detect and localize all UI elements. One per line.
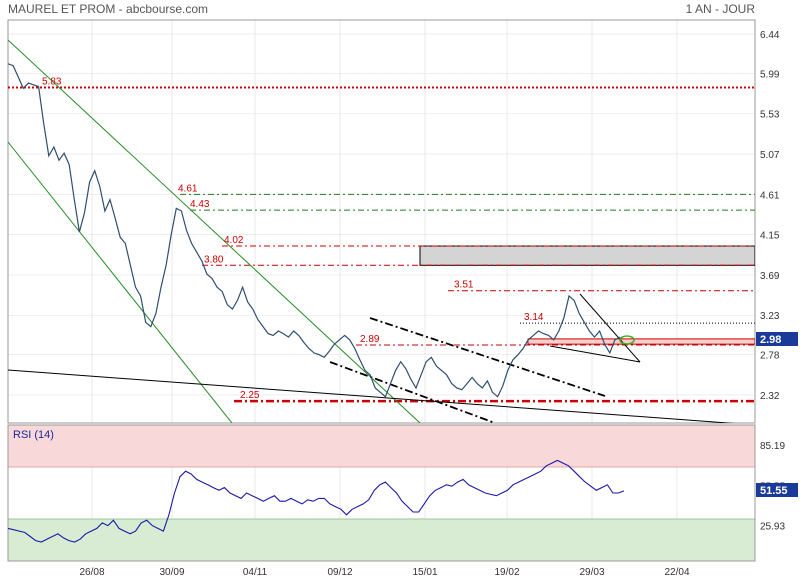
level-label: 3.14 bbox=[524, 312, 544, 323]
rsi-last-badge bbox=[756, 483, 798, 497]
rsi-overbought-zone bbox=[7, 424, 756, 468]
price-y-tick-label: 5.53 bbox=[760, 110, 780, 121]
level-label: 4.61 bbox=[178, 183, 198, 194]
x-tick-label: 15/01 bbox=[412, 567, 437, 578]
price-y-tick-label: 6.44 bbox=[760, 30, 780, 41]
x-tick-label: 09/12 bbox=[327, 567, 352, 578]
price-y-tick-label: 3.69 bbox=[760, 271, 780, 282]
x-tick-label: 04/11 bbox=[243, 567, 268, 578]
trend-line bbox=[8, 141, 233, 423]
level-label: 5.83 bbox=[42, 76, 62, 87]
grid bbox=[8, 20, 755, 561]
level-label: 2.89 bbox=[360, 334, 380, 345]
trend-line bbox=[579, 293, 641, 363]
trend-line bbox=[549, 345, 641, 363]
rsi-oversold-zone bbox=[7, 518, 756, 562]
trend-line bbox=[8, 369, 735, 423]
rsi-title: RSI (14) bbox=[13, 429, 54, 441]
price-y-tick-label: 5.07 bbox=[760, 150, 780, 161]
level-label: 4.43 bbox=[190, 199, 210, 210]
x-ticks: 26/08 30/09 04/11 09/12 15/01 19/02 29/03 22/04 bbox=[79, 567, 689, 578]
highlight-ellipse bbox=[619, 335, 635, 345]
rsi-panel bbox=[7, 424, 756, 562]
trend-line bbox=[329, 361, 496, 423]
level-label: 2.25 bbox=[240, 390, 260, 401]
rsi-series-line bbox=[8, 459, 625, 543]
last-price-badge bbox=[756, 332, 798, 346]
chart-title: MAUREL ET PROM - abcbourse.com bbox=[8, 2, 208, 16]
price-y-ticks: 6.44 5.99 5.53 5.07 4.61 4.15 3.69 3.23 2.78 2.32 bbox=[760, 30, 780, 402]
trend-line bbox=[8, 39, 421, 423]
x-tick-label: 22/04 bbox=[664, 567, 689, 578]
price-series-line bbox=[8, 63, 621, 398]
level-label: 3.51 bbox=[454, 280, 474, 291]
price-level-labels: 5.83 4.61 4.43 4.023.80 3.51 3.14 2.89 2.25 bbox=[42, 76, 544, 401]
x-tick-label: 19/02 bbox=[494, 567, 519, 578]
resistance-zone bbox=[419, 245, 755, 266]
price-y-tick-label: 4.61 bbox=[760, 190, 780, 201]
price-y-tick-label: 3.23 bbox=[760, 311, 780, 322]
rsi-last-label: 51.55 bbox=[760, 485, 788, 497]
price-y-tick-label: 4.15 bbox=[760, 231, 780, 242]
last-price-label: 2.98 bbox=[760, 334, 781, 346]
price-y-tick-label: 2.78 bbox=[760, 351, 780, 362]
rsi-y-tick-label: 25.93 bbox=[760, 522, 785, 533]
price-y-tick-label: 5.99 bbox=[760, 69, 780, 80]
x-tick-label: 29/03 bbox=[579, 567, 604, 578]
support-band bbox=[527, 338, 755, 345]
x-tick-label: 30/09 bbox=[159, 567, 184, 578]
x-tick-label: 26/08 bbox=[79, 567, 104, 578]
price-annotations bbox=[8, 39, 755, 423]
rsi-y-tick-label: 85.19 bbox=[760, 441, 785, 452]
chart-period: 1 AN - JOUR bbox=[686, 2, 756, 16]
level-label: 4.02 bbox=[224, 235, 244, 246]
level-label: 3.80 bbox=[204, 254, 224, 265]
trend-line bbox=[369, 317, 606, 397]
price-y-tick-label: 2.32 bbox=[760, 391, 780, 402]
price-panel bbox=[7, 19, 756, 424]
